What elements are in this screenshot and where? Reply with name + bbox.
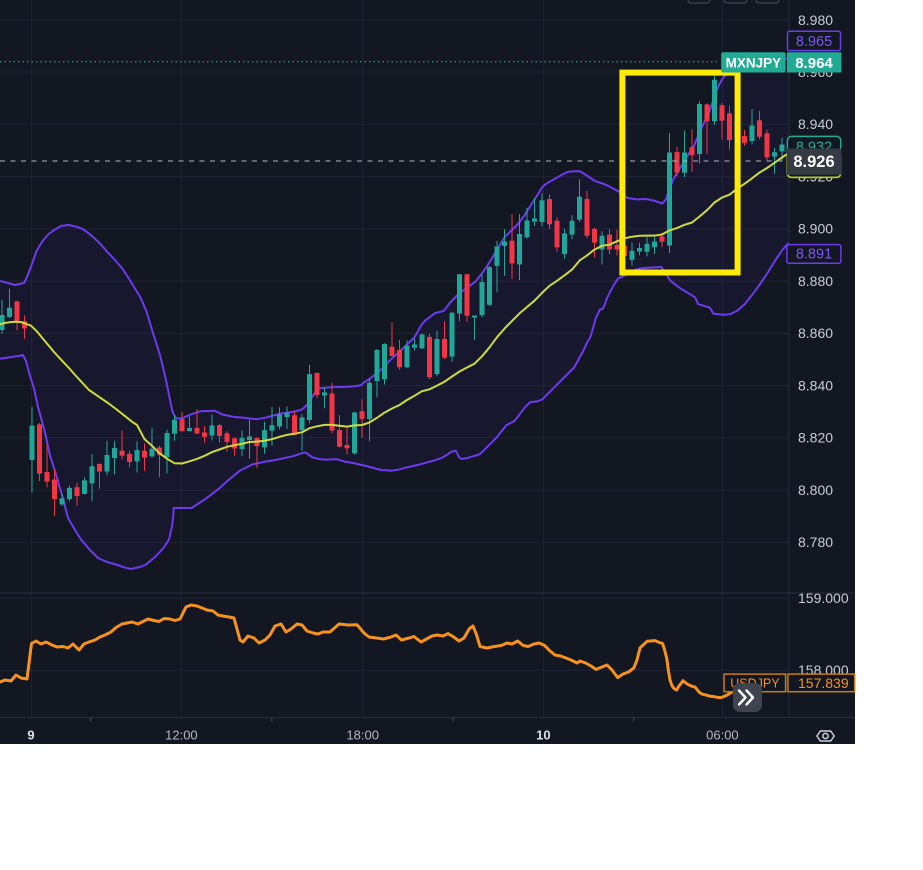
svg-text:06:00: 06:00 (706, 728, 739, 743)
svg-text:9: 9 (27, 728, 34, 743)
svg-text:8.964: 8.964 (795, 55, 833, 72)
svg-text:8.820: 8.820 (798, 430, 833, 446)
svg-text:8.800: 8.800 (798, 482, 833, 498)
svg-text:8.926: 8.926 (793, 153, 834, 171)
svg-text:10: 10 (536, 728, 550, 743)
svg-text:8.965: 8.965 (796, 34, 832, 50)
svg-text:8.900: 8.900 (798, 221, 833, 237)
svg-text:8.880: 8.880 (798, 273, 833, 289)
svg-text:8.891: 8.891 (796, 247, 832, 263)
svg-text:159.000: 159.000 (798, 590, 849, 606)
svg-text:8.980: 8.980 (798, 12, 833, 28)
svg-text:8.940: 8.940 (798, 116, 833, 132)
svg-text:MXNJPY: MXNJPY (726, 56, 782, 71)
svg-text:157.839: 157.839 (798, 675, 849, 691)
svg-text:8.840: 8.840 (798, 377, 833, 393)
svg-text:8.860: 8.860 (798, 325, 833, 341)
svg-text:18:00: 18:00 (346, 728, 379, 743)
svg-text:12:00: 12:00 (165, 728, 198, 743)
svg-text:8.780: 8.780 (798, 534, 833, 550)
